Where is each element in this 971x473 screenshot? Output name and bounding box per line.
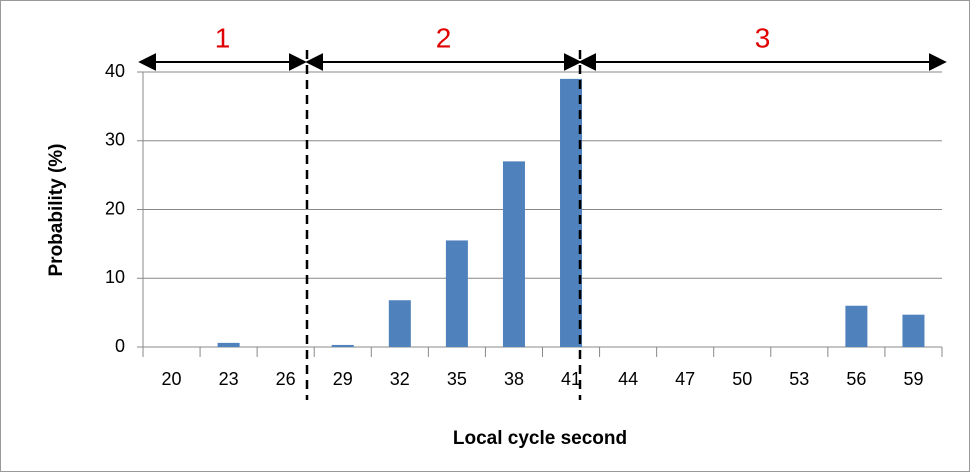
- x-tick-label: 35: [447, 369, 467, 389]
- region-label: 1: [215, 22, 231, 53]
- bar: [502, 161, 525, 347]
- x-tick-label: 50: [732, 369, 752, 389]
- x-tick-label: 56: [846, 369, 866, 389]
- region-label: 2: [436, 22, 452, 53]
- y-tick-label: 30: [105, 130, 125, 150]
- region-label: 3: [755, 22, 771, 53]
- x-tick-label: 44: [618, 369, 638, 389]
- x-tick-label: 26: [276, 369, 296, 389]
- x-tick-label: 32: [390, 369, 410, 389]
- x-tick-label: 47: [675, 369, 695, 389]
- bar: [217, 342, 240, 347]
- y-axis-title: Probability (%): [46, 143, 67, 276]
- x-axis-title: Local cycle second: [453, 428, 627, 449]
- bar: [388, 300, 411, 347]
- y-tick-label: 0: [115, 336, 125, 356]
- bar: [560, 78, 583, 347]
- x-tick-label: 59: [903, 369, 923, 389]
- bar: [845, 305, 868, 347]
- y-tick-label: 10: [105, 267, 125, 287]
- x-tick-label: 38: [504, 369, 524, 389]
- bar: [445, 240, 468, 347]
- x-tick-label: 53: [789, 369, 809, 389]
- x-tick-label: 20: [162, 369, 182, 389]
- x-tick-label: 23: [219, 369, 239, 389]
- bar: [331, 344, 354, 347]
- y-tick-label: 40: [105, 61, 125, 81]
- x-tick-label: 29: [333, 369, 353, 389]
- x-tick-label: 41: [561, 369, 581, 389]
- bar: [902, 314, 925, 347]
- y-tick-label: 20: [105, 198, 125, 218]
